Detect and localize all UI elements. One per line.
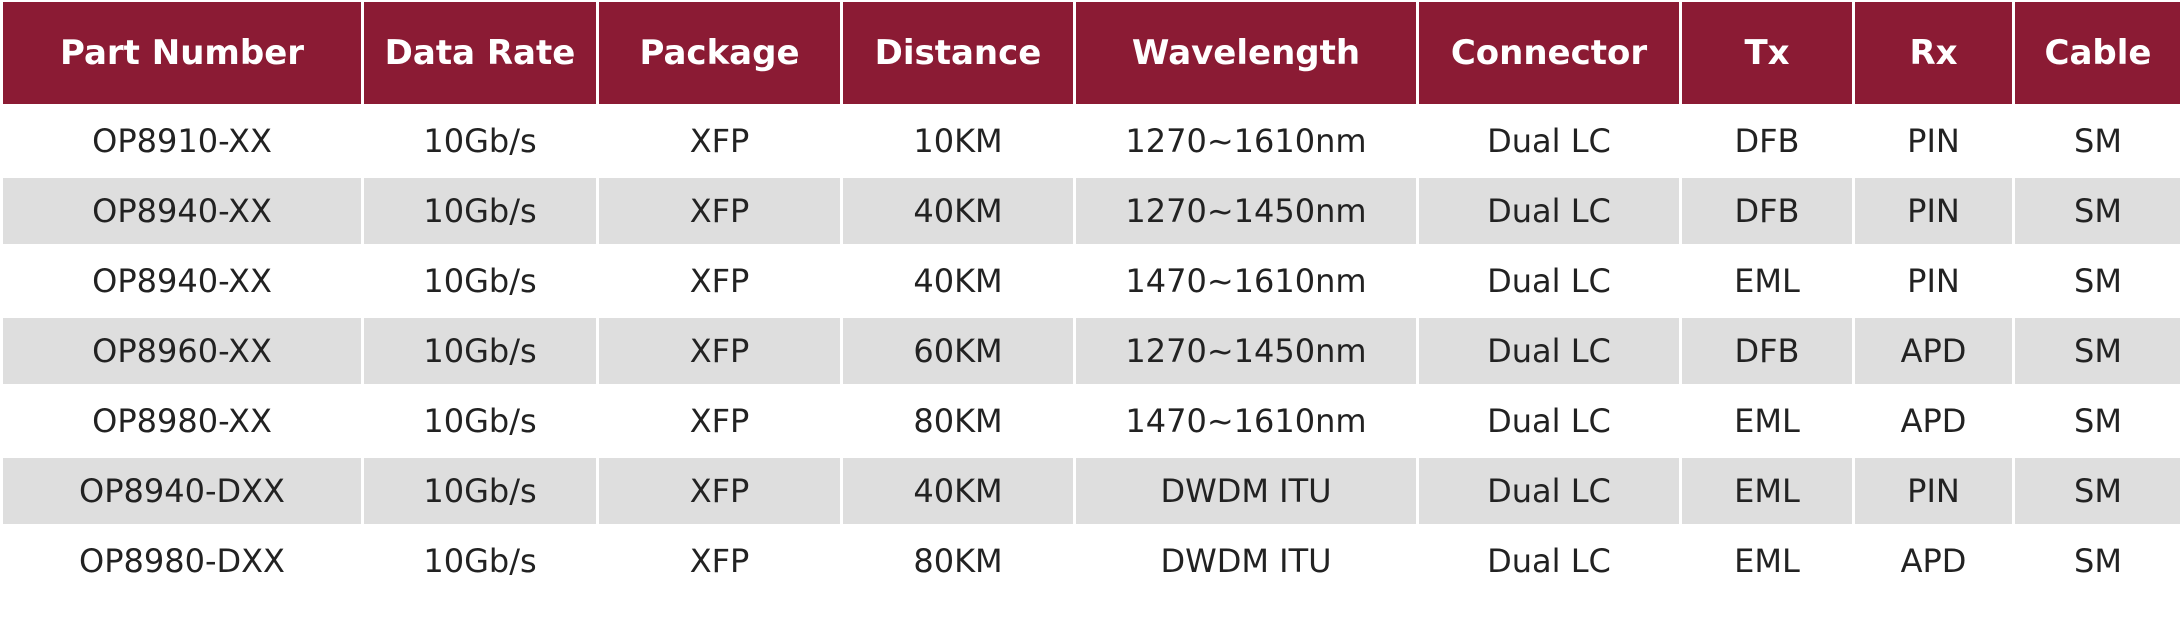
table-cell: 10Gb/s [364,178,596,244]
table-cell: DFB [1682,178,1852,244]
table-cell: 40KM [843,458,1073,524]
table-cell: 10Gb/s [423,122,537,160]
table-cell: Dual LC [1487,122,1611,160]
table-row: OP8910-XX 10Gb/s XFP 10KM 1270~1610nm Dual LC… [3,108,2180,174]
table-cell: SM [2074,262,2122,300]
table-cell: 40KM [843,178,1073,244]
table-cell: SM [2074,122,2122,160]
header-cell: Cable [2015,2,2180,104]
table-cell: PIN [1855,178,2012,244]
header-cell: Wavelength [1076,2,1416,104]
table-cell: PIN [1855,458,2012,524]
table-cell: OP8980-XX [92,402,272,440]
table-cell: OP8910-XX [92,122,272,160]
table-cell: PIN [1907,122,1960,160]
header-cell: Distance [843,2,1073,104]
table-cell: DWDM ITU [1076,458,1416,524]
table-cell: DFB [1682,318,1852,384]
table-cell: 60KM [843,318,1073,384]
table-cell: SM [2074,402,2122,440]
header-cell: Rx [1855,2,2012,104]
table-cell: 10Gb/s [423,542,537,580]
table-cell: XFP [599,318,840,384]
table-cell: 1470~1610nm [1125,402,1367,440]
table-cell: APD [1900,402,1967,440]
table-row: OP8940-XX 10Gb/s XFP 40KM 1470~1610nm Dual LC… [3,248,2180,314]
table-row: OP8940-XX 10Gb/s XFP 40KM 1270~1450nm Dual LC… [3,178,2180,244]
table-cell: EML [1734,402,1800,440]
table-cell: Dual LC [1487,542,1611,580]
table-cell: Dual LC [1419,458,1679,524]
table-cell: 10Gb/s [364,318,596,384]
table-cell: OP8980-DXX [79,542,285,580]
table-cell: OP8940-XX [3,178,361,244]
table-cell: Dual LC [1419,178,1679,244]
table-cell: EML [1734,262,1800,300]
table-cell: EML [1682,458,1852,524]
table-cell: Dual LC [1487,402,1611,440]
header-cell: Data Rate [364,2,596,104]
table-cell: OP8940-DXX [3,458,361,524]
table-cell: 80KM [913,402,1003,440]
table-cell: XFP [689,402,750,440]
table-cell: 10Gb/s [423,262,537,300]
table-cell: SM [2074,542,2122,580]
table-cell: 10Gb/s [364,458,596,524]
table-cell: DFB [1734,122,1800,160]
table-cell: 80KM [913,542,1003,580]
header-row: Part Number Data Rate Package Distance Wavel… [3,2,2180,104]
table-cell: SM [2015,178,2180,244]
spec-table: Part Number Data Rate Package Distance Wavel… [3,2,2180,594]
header-cell: Part Number [3,2,361,104]
table-row: OP8940-DXX 10Gb/s XFP 40KM DWDM ITU Dual LC EM… [3,458,2180,524]
table-cell: OP8940-XX [92,262,272,300]
table-row: OP8980-XX 10Gb/s XFP 80KM 1470~1610nm Dual LC… [3,388,2180,454]
table-cell: APD [1855,318,2012,384]
table-cell: XFP [689,542,750,580]
table-row: OP8980-DXX 10Gb/s XFP 80KM DWDM ITU Dual LC EM… [3,528,2180,594]
table-cell: APD [1900,542,1967,580]
header-cell: Tx [1682,2,1852,104]
table-cell: PIN [1907,262,1960,300]
table-cell: EML [1734,542,1800,580]
table-cell: XFP [599,178,840,244]
table-cell: SM [2015,458,2180,524]
table-cell: 40KM [913,262,1003,300]
header-cell: Package [599,2,840,104]
table-cell: XFP [689,262,750,300]
table-cell: DWDM ITU [1160,542,1332,580]
table-cell: 1270~1450nm [1076,318,1416,384]
table-cell: XFP [689,122,750,160]
table-cell: XFP [599,458,840,524]
table-cell: SM [2015,318,2180,384]
table-cell: 10Gb/s [423,402,537,440]
table-cell: Dual LC [1419,318,1679,384]
table-cell: 10KM [913,122,1003,160]
table-cell: 1270~1610nm [1125,122,1367,160]
table-cell: OP8960-XX [3,318,361,384]
table-row: OP8960-XX 10Gb/s XFP 60KM 1270~1450nm Dual LC… [3,318,2180,384]
table-cell: Dual LC [1487,262,1611,300]
header-cell: Connector [1419,2,1679,104]
table-cell: 1470~1610nm [1125,262,1367,300]
table-body: OP8910-XX 10Gb/s XFP 10KM 1270~1610nm Dual LC… [3,108,2180,594]
table-cell: 1270~1450nm [1076,178,1416,244]
table-head: Part Number Data Rate Package Distance Wavel… [3,2,2180,104]
